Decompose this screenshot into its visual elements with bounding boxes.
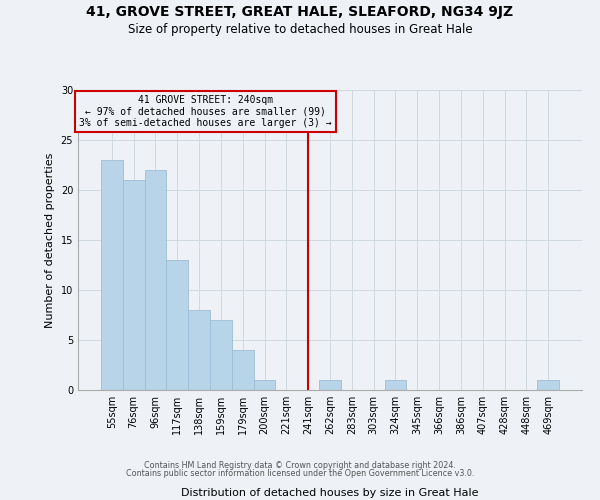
Bar [210, 320, 232, 390]
Bar [537, 380, 559, 390]
Bar [101, 160, 123, 390]
Bar [145, 170, 166, 390]
Bar [385, 380, 406, 390]
Text: Size of property relative to detached houses in Great Hale: Size of property relative to detached ho… [128, 22, 472, 36]
Bar [123, 180, 145, 390]
Text: Contains HM Land Registry data © Crown copyright and database right 2024.: Contains HM Land Registry data © Crown c… [144, 461, 456, 470]
Text: 41 GROVE STREET: 240sqm
← 97% of detached houses are smaller (99)
3% of semi-det: 41 GROVE STREET: 240sqm ← 97% of detache… [79, 95, 332, 128]
Text: 41, GROVE STREET, GREAT HALE, SLEAFORD, NG34 9JZ: 41, GROVE STREET, GREAT HALE, SLEAFORD, … [86, 5, 514, 19]
Bar [254, 380, 275, 390]
Bar [319, 380, 341, 390]
Bar [166, 260, 188, 390]
Text: Distribution of detached houses by size in Great Hale: Distribution of detached houses by size … [181, 488, 479, 498]
Bar [188, 310, 210, 390]
Bar [232, 350, 254, 390]
Y-axis label: Number of detached properties: Number of detached properties [45, 152, 55, 328]
Text: Contains public sector information licensed under the Open Government Licence v3: Contains public sector information licen… [126, 468, 474, 477]
